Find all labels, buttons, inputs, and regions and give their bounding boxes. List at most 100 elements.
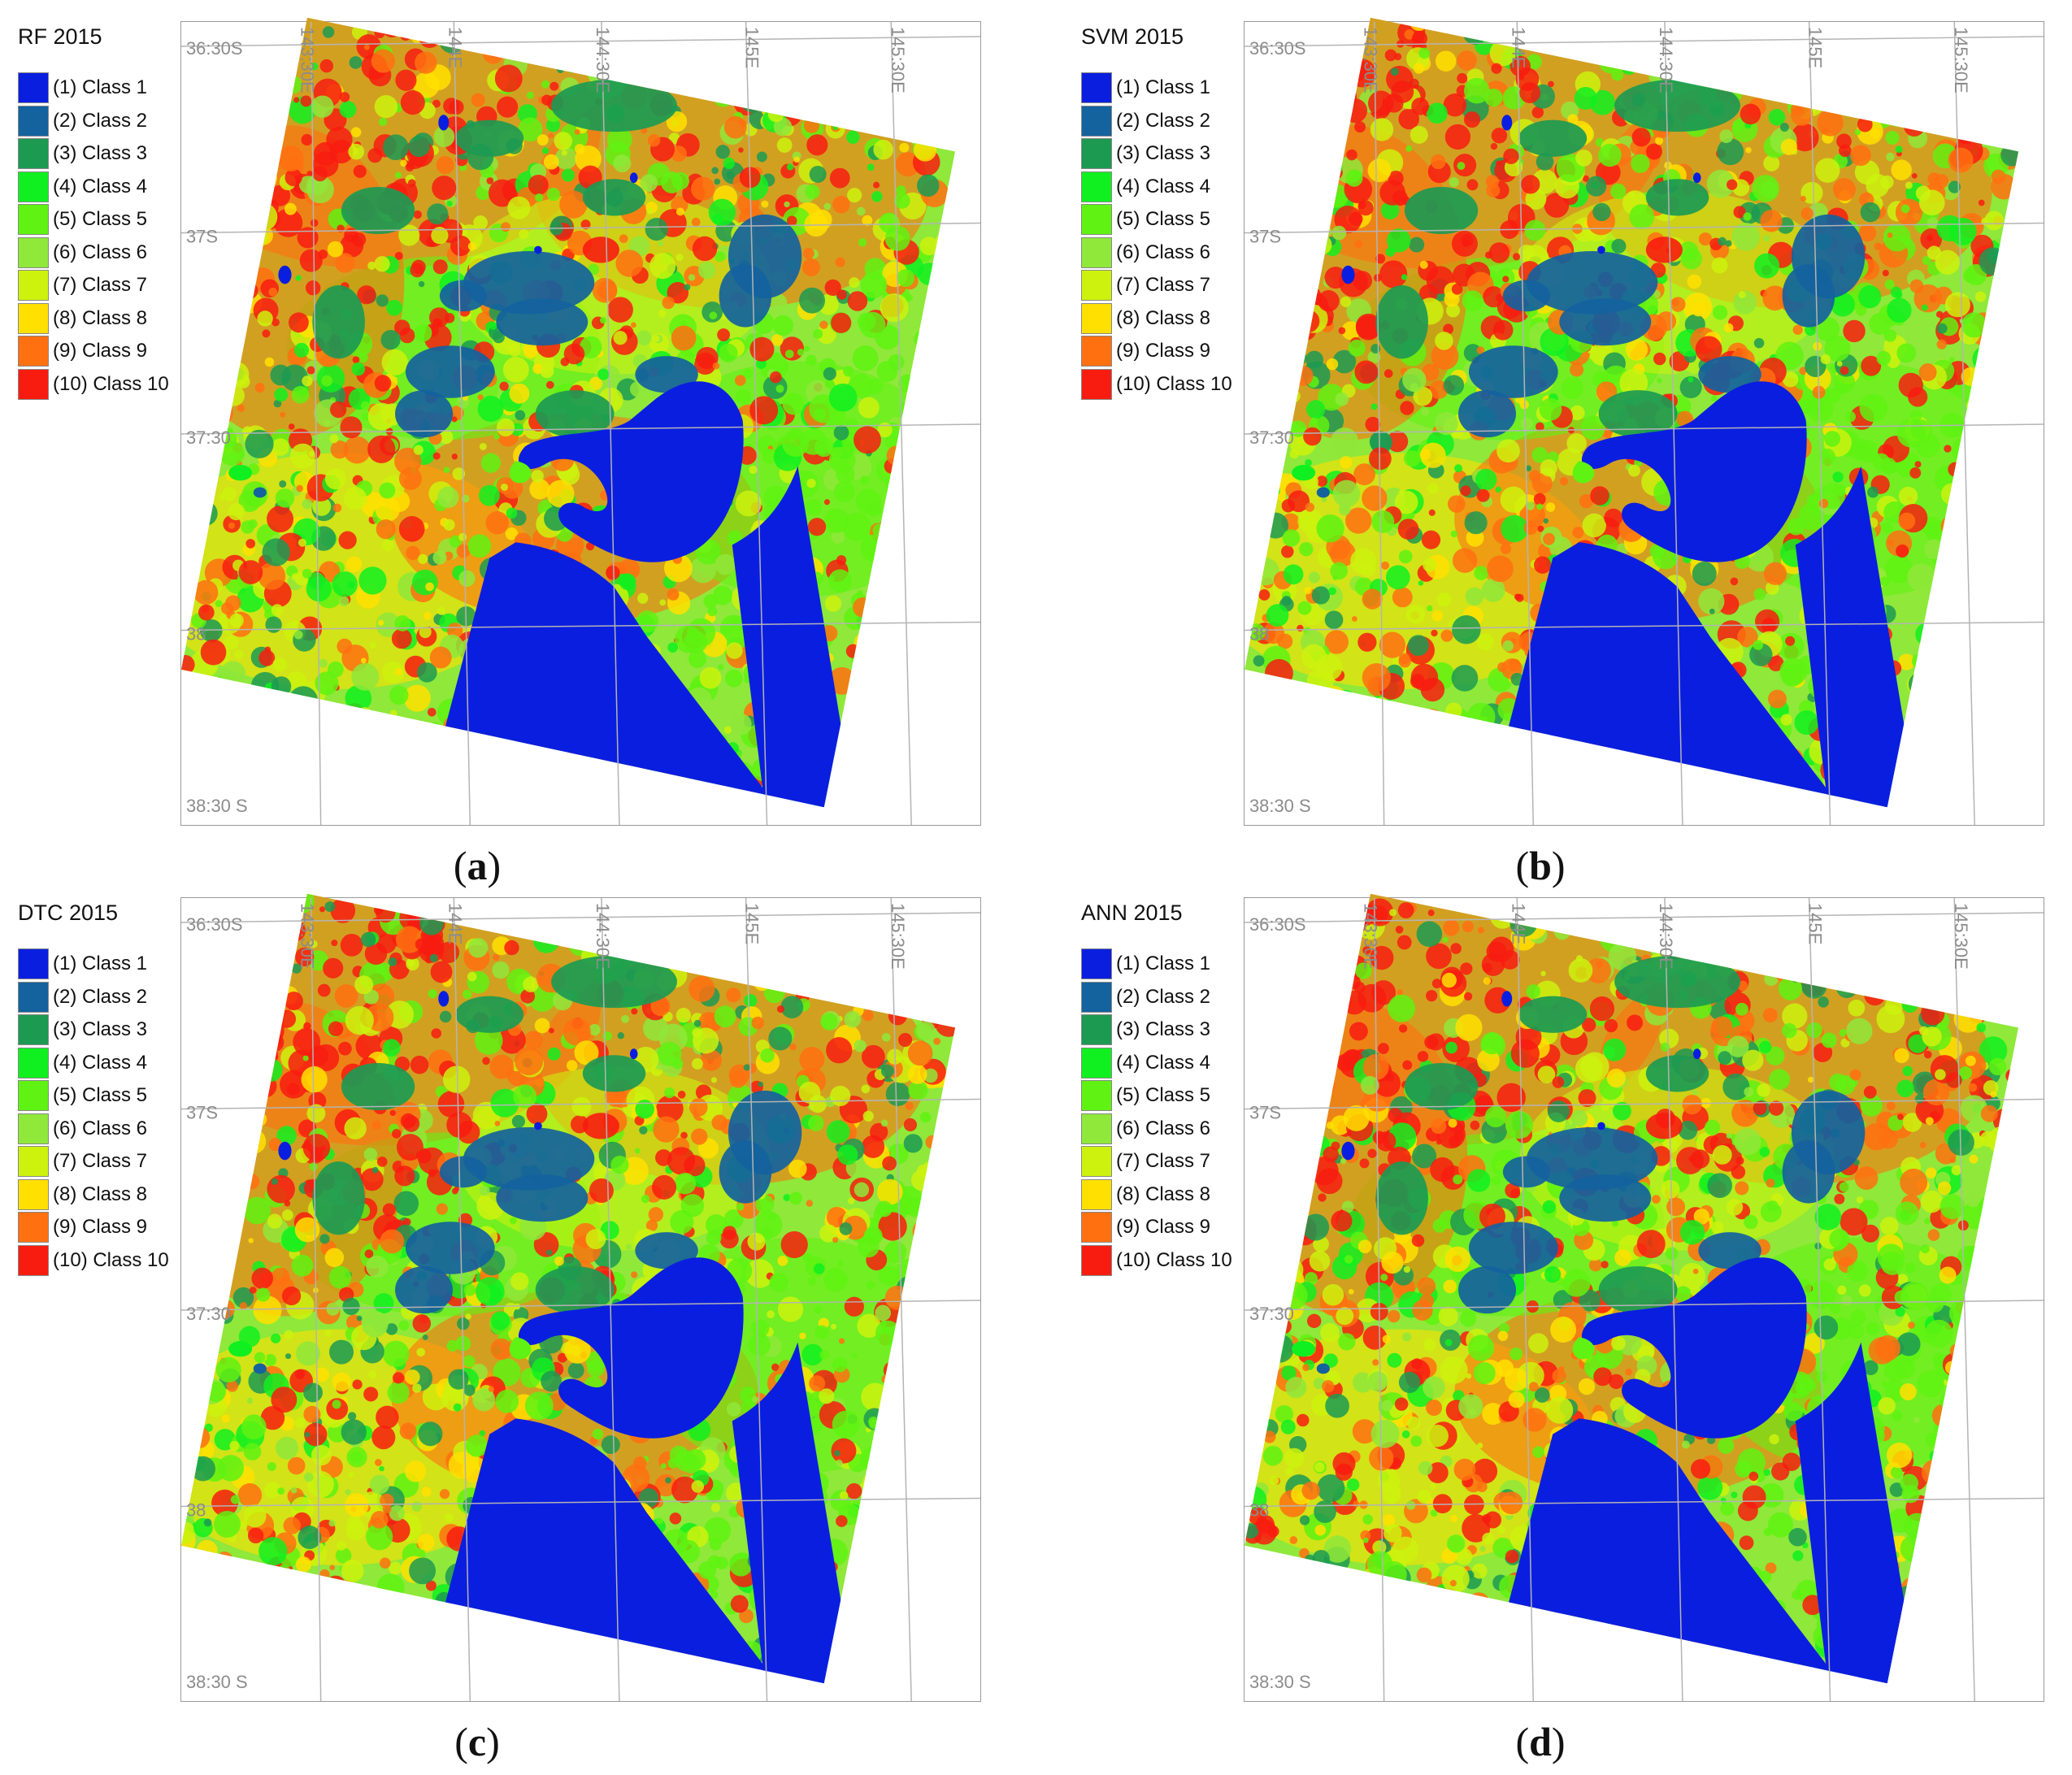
legend-swatch bbox=[18, 1245, 49, 1276]
legend-label: (2) Class 2 bbox=[53, 986, 147, 1009]
grid-label: 145E bbox=[1805, 903, 1826, 944]
legend-item: (3) Class 3 bbox=[18, 1013, 169, 1047]
legend-item: (1) Class 1 bbox=[1081, 948, 1232, 981]
panel-d: ANN 2015 (1) Class 1(2) Class 2(3) Class… bbox=[1081, 897, 2072, 1775]
legend-swatch bbox=[18, 1080, 49, 1111]
panel-title: RF 2015 bbox=[18, 24, 102, 50]
grid-label: 145:30E bbox=[1951, 903, 1971, 970]
legend-item: (5) Class 5 bbox=[18, 203, 169, 237]
legend-swatch bbox=[1081, 1179, 1112, 1210]
legend-label: (9) Class 9 bbox=[1116, 340, 1210, 362]
panel-b: SVM 2015 (1) Class 1(2) Class 2(3) Class… bbox=[1081, 21, 2072, 899]
grid-label: 145:30E bbox=[888, 903, 908, 970]
legend-label: (7) Class 7 bbox=[1116, 1150, 1210, 1173]
legend-item: (2) Class 2 bbox=[18, 981, 169, 1014]
panel-title: DTC 2015 bbox=[18, 901, 118, 926]
panel-caption: (d) bbox=[1496, 1718, 1585, 1765]
legend-item: (8) Class 8 bbox=[18, 302, 169, 336]
legend-label: (7) Class 7 bbox=[53, 1150, 147, 1173]
grid-label: 37S bbox=[1249, 226, 1281, 246]
legend-label: (8) Class 8 bbox=[1116, 307, 1210, 330]
legend-swatch bbox=[18, 1048, 49, 1078]
legend-label: (7) Class 7 bbox=[53, 274, 147, 297]
grid-label: 38:30 S bbox=[1249, 1672, 1311, 1692]
legend-item: (6) Class 6 bbox=[1081, 1113, 1232, 1146]
legend-label: (3) Class 3 bbox=[1116, 142, 1210, 165]
panel-caption: (b) bbox=[1496, 842, 1585, 889]
land-cover-raster bbox=[1205, 857, 2044, 1736]
legend-swatch bbox=[18, 982, 49, 1013]
legend-swatch bbox=[1081, 1113, 1112, 1144]
legend-label: (10) Class 10 bbox=[53, 373, 169, 396]
grid-label: 37:30 bbox=[1249, 427, 1294, 448]
legend-item: (2) Class 2 bbox=[1081, 105, 1232, 138]
panel-caption: (c) bbox=[432, 1718, 522, 1765]
panel-caption: (a) bbox=[432, 842, 522, 889]
legend-item: (10) Class 10 bbox=[18, 368, 169, 401]
legend-label: (1) Class 1 bbox=[53, 76, 147, 99]
legend-item: (8) Class 8 bbox=[1081, 302, 1232, 336]
legend-label: (6) Class 6 bbox=[1116, 1118, 1210, 1140]
legend-swatch bbox=[18, 204, 49, 235]
legend-swatch bbox=[1081, 270, 1112, 301]
legend-swatch bbox=[1081, 1212, 1112, 1243]
legend-swatch bbox=[1081, 106, 1112, 137]
legend-swatch bbox=[18, 1113, 49, 1144]
legend-label: (1) Class 1 bbox=[53, 953, 147, 975]
legend-swatch bbox=[18, 171, 49, 202]
legend-item: (7) Class 7 bbox=[18, 1145, 169, 1178]
grid-label: 36:30S bbox=[186, 914, 243, 935]
legend-swatch bbox=[18, 1179, 49, 1210]
legend-label: (5) Class 5 bbox=[53, 1084, 147, 1107]
grid-label: 144E bbox=[1508, 27, 1528, 68]
legend-item: (3) Class 3 bbox=[1081, 137, 1232, 171]
legend-label: (3) Class 3 bbox=[53, 1018, 147, 1041]
grid-label: 144:30E bbox=[593, 903, 613, 970]
legend-swatch bbox=[1081, 948, 1112, 979]
grid-label: 37S bbox=[186, 1102, 218, 1122]
legend-label: (6) Class 6 bbox=[1116, 241, 1210, 264]
grid-label: 145:30E bbox=[1951, 27, 1971, 93]
legend-swatch bbox=[1081, 1146, 1112, 1177]
legend: (1) Class 1 (2) Class 2 (3) Class 3 (4) Cla… bbox=[1081, 72, 1232, 401]
legend-label: (6) Class 6 bbox=[53, 241, 147, 264]
legend-label: (10) Class 10 bbox=[1116, 373, 1232, 396]
legend-swatch bbox=[1081, 1080, 1112, 1111]
grid-label: 38 bbox=[1249, 1499, 1269, 1520]
legend-item: (9) Class 9 bbox=[18, 1211, 169, 1244]
legend-item: (2) Class 2 bbox=[18, 105, 169, 138]
legend-swatch bbox=[1081, 336, 1112, 367]
grid-label: 38 bbox=[186, 623, 206, 644]
grid-label: 38:30 S bbox=[186, 796, 248, 816]
legend-swatch bbox=[1081, 1245, 1112, 1276]
grid-label: 37S bbox=[186, 226, 218, 246]
grid-label: 143:30E bbox=[298, 27, 318, 93]
legend-swatch bbox=[1081, 72, 1112, 103]
legend: (1) Class 1(2) Class 2(3) Class 3(4) Cla… bbox=[18, 72, 169, 401]
legend-label: (7) Class 7 bbox=[1116, 274, 1210, 297]
grid-label: 143:30E bbox=[1361, 903, 1381, 970]
grid-label: 38 bbox=[1249, 623, 1269, 644]
grid-label: 144:30E bbox=[1656, 27, 1676, 93]
legend-label: (1) Class 1 bbox=[1116, 76, 1210, 99]
legend-label: (3) Class 3 bbox=[1116, 1018, 1210, 1041]
grid-label: 36:30S bbox=[1249, 914, 1306, 935]
legend-label: (4) Class 4 bbox=[53, 176, 147, 198]
legend-swatch bbox=[18, 270, 49, 301]
grid-label: 145E bbox=[1805, 27, 1826, 68]
legend-item: (8) Class 8 bbox=[18, 1178, 169, 1212]
legend-item: (6) Class 6 bbox=[18, 237, 169, 270]
grid-label: 144E bbox=[445, 903, 465, 944]
legend-item: (7) Class 7 bbox=[18, 269, 169, 302]
legend-label: (8) Class 8 bbox=[1116, 1183, 1210, 1206]
legend-swatch bbox=[1081, 1048, 1112, 1078]
grid-label: 37:30 bbox=[1249, 1304, 1294, 1324]
legend-label: (4) Class 4 bbox=[1116, 176, 1210, 198]
legend-item: (4) Class 4 bbox=[1081, 1047, 1232, 1080]
legend-item: (10) Class 10 bbox=[18, 1244, 169, 1278]
